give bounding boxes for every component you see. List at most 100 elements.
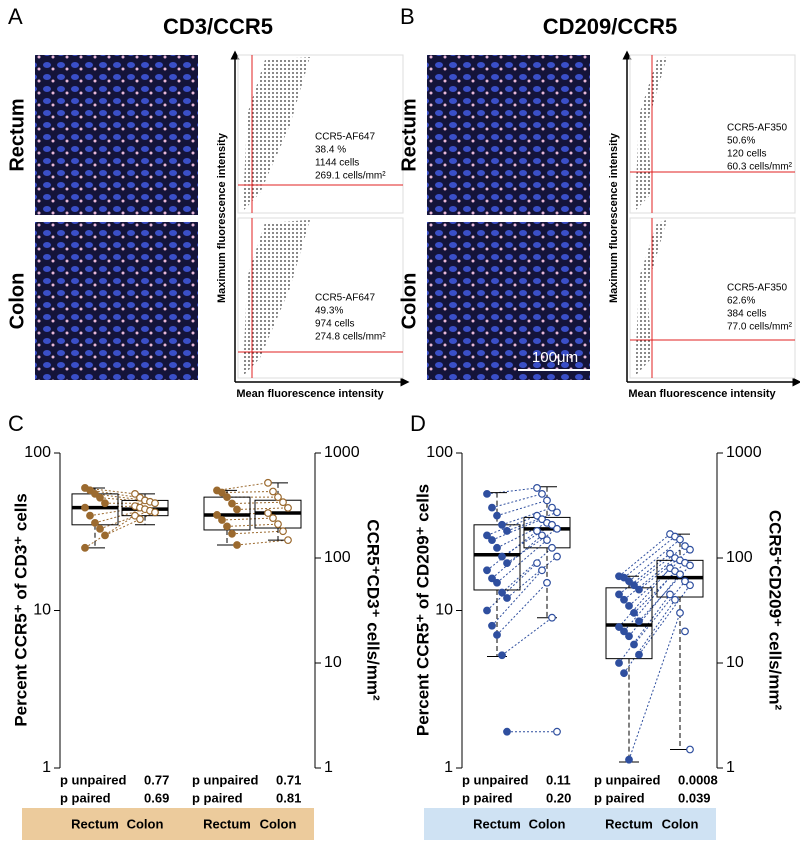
data-point bbox=[498, 552, 506, 561]
category-band bbox=[424, 808, 716, 840]
p-value: 0.81 bbox=[276, 790, 301, 805]
p-value: 0.0008 bbox=[678, 772, 718, 787]
data-point bbox=[686, 561, 694, 570]
pair-line bbox=[491, 534, 543, 579]
data-point bbox=[284, 504, 292, 512]
pair-line bbox=[623, 557, 676, 601]
y2-axis-label: CCR5⁺CD3⁺ cells/mm² bbox=[364, 519, 383, 701]
p-value: 0.11 bbox=[546, 772, 571, 787]
gate-annotation: 269.1 cells/mm² bbox=[315, 171, 386, 182]
row-label: Colon bbox=[6, 273, 28, 330]
data-point bbox=[543, 578, 551, 587]
y-tick-label: 100 bbox=[426, 444, 453, 461]
event-cloud bbox=[243, 220, 310, 376]
x-axis-label: Mean fluorescence intensity bbox=[628, 388, 776, 400]
data-point bbox=[625, 632, 633, 641]
data-point bbox=[635, 617, 643, 626]
data-point bbox=[635, 650, 643, 659]
data-point bbox=[498, 588, 506, 597]
gate-annotation: CCR5-AF647 bbox=[315, 132, 375, 143]
data-point bbox=[548, 520, 556, 529]
data-point bbox=[493, 578, 501, 587]
micrograph bbox=[427, 55, 590, 215]
gate-annotation: 38.4 % bbox=[315, 145, 346, 156]
y-axis-label: Maximum fluorescence intensity bbox=[608, 132, 620, 303]
pair-line bbox=[496, 522, 548, 549]
data-point bbox=[548, 613, 556, 622]
gate-annotation: CCR5-AF647 bbox=[315, 293, 375, 304]
p-label: p paired bbox=[462, 790, 513, 805]
data-point bbox=[681, 627, 689, 636]
data-point bbox=[686, 745, 694, 754]
data-point bbox=[538, 566, 546, 575]
data-point bbox=[666, 549, 674, 558]
data-point bbox=[548, 503, 556, 512]
data-point bbox=[269, 514, 277, 522]
data-point bbox=[615, 659, 623, 667]
data-point bbox=[630, 581, 638, 590]
pair-line bbox=[506, 556, 558, 599]
data-point bbox=[620, 627, 628, 636]
data-point bbox=[630, 609, 638, 617]
pair-line bbox=[226, 523, 279, 527]
y2-tick-label: 10 bbox=[324, 654, 342, 671]
data-point bbox=[223, 493, 231, 502]
data-point bbox=[233, 541, 241, 549]
data-point bbox=[483, 566, 491, 575]
p-label: p paired bbox=[594, 790, 645, 805]
data-point bbox=[81, 543, 89, 552]
y-axis-label: Maximum fluorescence intensity bbox=[216, 132, 228, 303]
micrograph bbox=[427, 222, 590, 380]
data-point bbox=[81, 503, 89, 512]
pair-line bbox=[496, 499, 548, 517]
data-point bbox=[223, 522, 231, 531]
gate-annotation: 50.6% bbox=[727, 136, 755, 147]
data-point bbox=[615, 590, 623, 599]
data-point bbox=[671, 595, 679, 604]
data-point bbox=[218, 516, 226, 524]
category-label: Colon bbox=[260, 816, 297, 831]
data-point bbox=[483, 606, 491, 615]
y-tick-label: 1 bbox=[444, 759, 453, 776]
p-value: 0.71 bbox=[276, 772, 301, 787]
data-point bbox=[553, 727, 561, 736]
y-tick-label: 10 bbox=[435, 602, 453, 619]
scale-bar-label: 100μm bbox=[532, 349, 578, 366]
data-point bbox=[488, 536, 496, 544]
flow-plot bbox=[237, 217, 404, 379]
box bbox=[605, 587, 653, 660]
p-label: p unpaired bbox=[60, 772, 127, 787]
x-axis-label: Mean fluorescence intensity bbox=[236, 388, 384, 400]
pair-line bbox=[491, 569, 543, 627]
pair-line bbox=[618, 553, 671, 595]
data-point bbox=[625, 755, 633, 764]
gate-annotation: CCR5-AF350 bbox=[727, 283, 787, 294]
pair-line bbox=[638, 549, 691, 591]
data-point bbox=[483, 489, 491, 498]
data-point bbox=[274, 520, 282, 529]
gate-annotation: CCR5-AF350 bbox=[727, 123, 787, 134]
data-point bbox=[498, 520, 506, 529]
gate-annotation: 62.6% bbox=[727, 296, 755, 307]
data-point bbox=[533, 484, 541, 492]
data-point bbox=[666, 590, 674, 599]
row-label: Rectum bbox=[398, 98, 420, 171]
data-point bbox=[218, 488, 226, 497]
data-point bbox=[503, 559, 511, 567]
category-label: Rectum bbox=[203, 816, 251, 831]
y-tick-label: 10 bbox=[33, 602, 51, 619]
pair-line bbox=[628, 539, 681, 582]
data-point bbox=[488, 503, 496, 512]
gate-annotation: 77.0 cells/mm² bbox=[727, 322, 793, 333]
data-point bbox=[493, 630, 501, 639]
gate-annotation: 1144 cells bbox=[315, 158, 359, 169]
category-label: Rectum bbox=[71, 816, 119, 831]
data-point bbox=[681, 577, 689, 586]
p-label: p unpaired bbox=[462, 772, 529, 787]
data-point bbox=[279, 527, 287, 536]
box bbox=[473, 524, 521, 591]
data-point bbox=[676, 609, 684, 617]
data-point bbox=[131, 489, 139, 498]
data-point bbox=[686, 545, 694, 554]
category-label: Colon bbox=[127, 816, 164, 831]
